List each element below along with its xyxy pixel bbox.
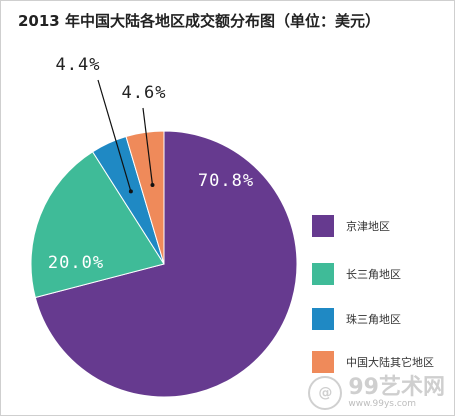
watermark: @ 99艺术网 www.99ys.com xyxy=(308,376,445,410)
watermark-logo-icon: @ xyxy=(308,376,343,410)
leader-line-3 xyxy=(97,79,132,192)
legend-item-1: 京津地区 xyxy=(312,214,390,238)
watermark-url: www.99ys.com xyxy=(348,399,417,409)
legend-swatch xyxy=(312,308,334,330)
legend-swatch xyxy=(312,351,334,373)
pie-slice-1 xyxy=(34,130,298,398)
legend-label: 长三角地区 xyxy=(346,268,401,281)
pie-slice-2 xyxy=(30,151,165,299)
data-label-2: 20.0% xyxy=(48,253,104,273)
data-label-4: 4.6% xyxy=(122,83,167,103)
chart-title: 2013 年中国大陆各地区成交额分布图（单位：美元） xyxy=(18,12,380,30)
watermark-brand: 99艺术网 xyxy=(348,375,445,400)
legend-item-2: 长三角地区 xyxy=(312,262,401,286)
data-label-1: 70.8% xyxy=(198,171,254,191)
legend-swatch xyxy=(312,215,334,237)
leader-line-4 xyxy=(142,107,154,186)
legend-swatch xyxy=(312,263,334,285)
pie-slice-4 xyxy=(125,130,165,265)
leader-dot-4 xyxy=(150,183,155,188)
legend-label: 珠三角地区 xyxy=(346,313,401,326)
legend-item-4: 中国大陆其它地区 xyxy=(312,350,434,374)
data-label-3: 4.4% xyxy=(56,55,101,75)
legend-label: 中国大陆其它地区 xyxy=(346,356,434,369)
legend-label: 京津地区 xyxy=(346,220,390,233)
leader-dot-3 xyxy=(128,189,133,194)
legend-item-3: 珠三角地区 xyxy=(312,307,401,331)
